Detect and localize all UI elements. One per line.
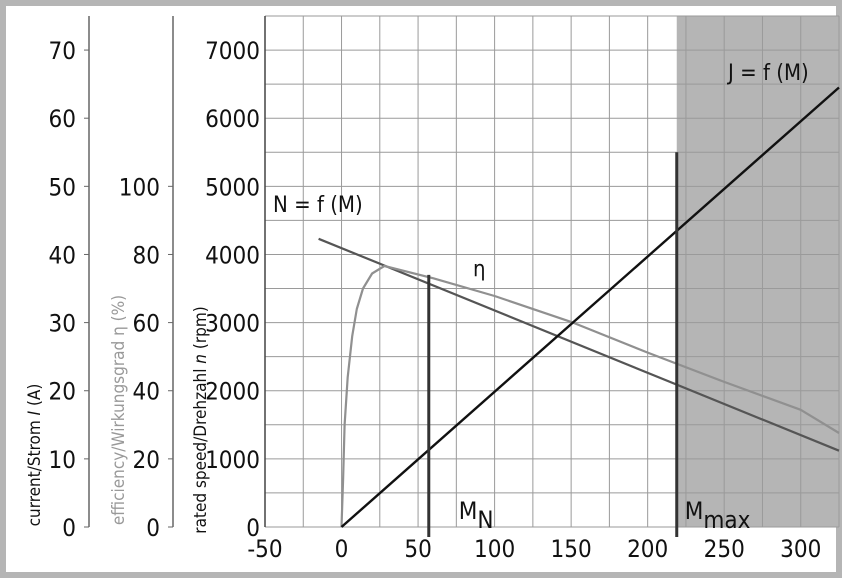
- speed-curve-label: N = f (M): [273, 193, 363, 218]
- current-tick-label: 40: [49, 241, 76, 269]
- speed-tick-label: 4000: [205, 241, 260, 269]
- x-tick-label: -50: [247, 535, 282, 563]
- overload-shaded-region: [676, 16, 839, 527]
- x-tick-label: 300: [780, 535, 821, 563]
- axes-group: -50 0 50 100 150 200 250 3000100020003000400050…: [49, 16, 821, 563]
- speed-curve: [318, 237, 840, 452]
- efficiency-tick-label: 80: [133, 241, 160, 269]
- efficiency-tick-label: 20: [133, 446, 160, 474]
- current-tick-label: 30: [49, 310, 76, 338]
- rated-torque-marker-label-main: M: [459, 497, 478, 525]
- speed-tick-label: 2000: [205, 378, 260, 406]
- speed-tick-label: 3000: [205, 310, 260, 338]
- rated-torque-marker-label-sub: N: [477, 506, 493, 534]
- efficiency-curve-label: η: [473, 257, 486, 282]
- max-torque-marker-label-main: M: [685, 497, 704, 525]
- speed-tick-label: 0: [246, 514, 260, 542]
- max-torque-marker-label: Mmax: [685, 497, 751, 534]
- efficiency-tick-label: 60: [133, 310, 160, 338]
- current-tick-label: 60: [49, 105, 76, 133]
- efficiency-axis-title: efficiency/Wirkungsgrad η (%): [109, 295, 129, 525]
- efficiency-curve: [340, 264, 840, 528]
- rated-torque-marker-label: MN: [459, 497, 494, 534]
- efficiency-tick-label: 40: [133, 378, 160, 406]
- x-tick-label: 50: [404, 535, 431, 563]
- speed-axis-title: rated speed/Drehzahl n (rpm): [191, 306, 211, 533]
- current-tick-label: 50: [49, 173, 76, 201]
- x-tick-label: 100: [474, 535, 515, 563]
- speed-tick-label: 5000: [205, 173, 260, 201]
- x-tick-label: 200: [627, 535, 668, 563]
- current-curve-label: J = f (M): [726, 61, 809, 86]
- current-tick-label: 70: [49, 37, 76, 65]
- speed-tick-label: 1000: [205, 446, 260, 474]
- x-tick-label: 0: [335, 535, 349, 563]
- current-tick-label: 10: [49, 446, 76, 474]
- efficiency-tick-label: 0: [146, 514, 160, 542]
- speed-tick-label: 6000: [205, 105, 260, 133]
- efficiency-tick-label: 100: [119, 173, 160, 201]
- max-torque-marker-label-sub: max: [703, 506, 750, 534]
- current-tick-label: 20: [49, 378, 76, 406]
- current-axis-title: current/Strom I (A): [25, 384, 45, 527]
- x-tick-label: 150: [551, 535, 592, 563]
- speed-tick-label: 7000: [205, 37, 260, 65]
- x-tick-label: 250: [704, 535, 745, 563]
- current-curve: [340, 86, 840, 528]
- current-tick-label: 0: [62, 514, 76, 542]
